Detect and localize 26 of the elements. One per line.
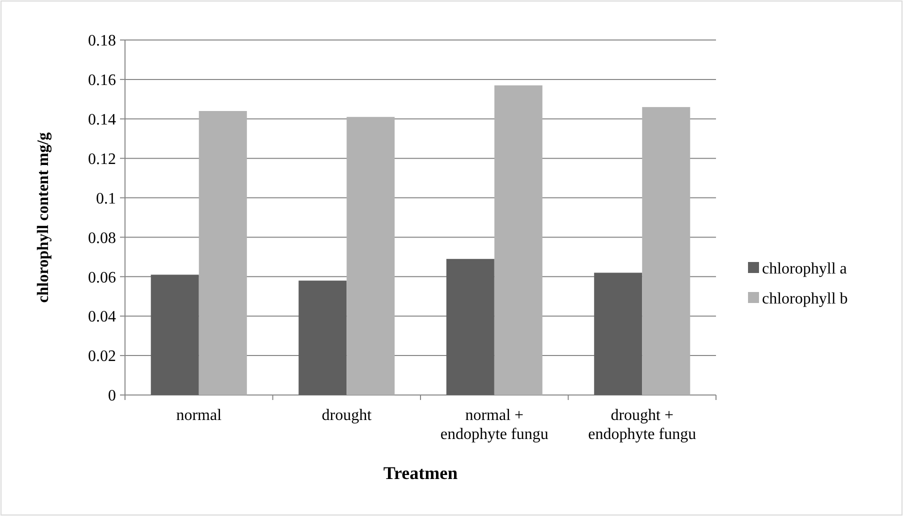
bar [298, 280, 347, 395]
y-tick-label: 0.14 [88, 111, 116, 128]
x-tick-label: normal [176, 407, 222, 424]
y-tick-label: 0.02 [88, 348, 116, 366]
x-axis-title: Treatmen [383, 463, 458, 483]
bar [198, 111, 247, 395]
y-tick-label: 0.04 [88, 308, 116, 326]
x-tick-label: normal + endophyte fungu [440, 407, 548, 443]
y-tick-label: 0.1 [96, 190, 116, 208]
y-tick-label: 0.08 [88, 230, 116, 247]
bar [346, 116, 395, 395]
x-tick-label: drought + endophyte fungu [588, 407, 696, 443]
y-tick-label: 0.18 [88, 32, 116, 50]
y-tick-label: 0.16 [88, 72, 116, 90]
x-tick-label: drought [322, 407, 372, 424]
bar [594, 272, 642, 395]
y-axis-title: chlorophyll content mg/g [35, 132, 52, 303]
bar [642, 107, 690, 395]
legend-label: chlorophyll a [762, 260, 847, 278]
bar [494, 85, 542, 395]
legend-label: chlorophyll b [762, 290, 848, 308]
y-tick-label: 0.12 [88, 150, 116, 168]
bar [150, 274, 199, 395]
bar [446, 258, 494, 395]
y-tick-label: 0 [108, 388, 116, 405]
y-tick-label: 0.06 [88, 269, 116, 286]
